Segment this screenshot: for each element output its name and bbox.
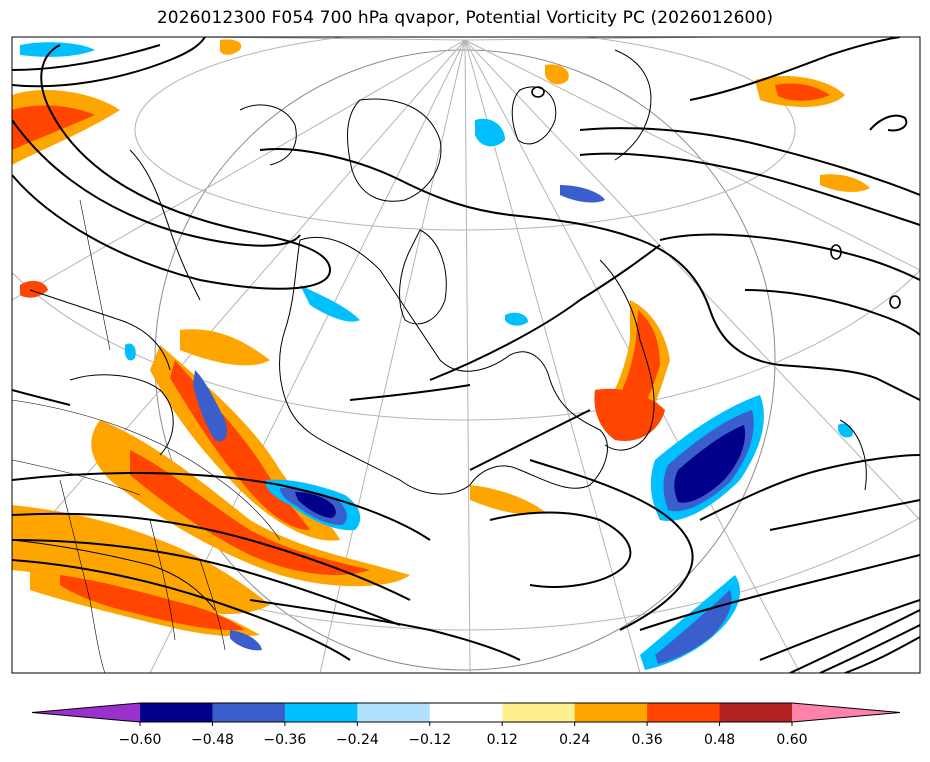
colorbar-bin <box>647 703 721 722</box>
colorbar-tick-label: −0.36 <box>263 732 306 748</box>
colorbar-bin <box>140 703 213 722</box>
colorbar-bin <box>574 703 648 722</box>
plot-title: 2026012300 F054 700 hPa qvapor, Potentia… <box>156 8 774 28</box>
contours <box>12 37 920 673</box>
colorbar-bin <box>429 703 503 722</box>
colorbar-tick-label: −0.24 <box>336 732 379 748</box>
colorbar-outline <box>31 702 901 723</box>
colorbar-bin <box>212 703 286 722</box>
colorbar-bin <box>719 703 793 722</box>
colorbar-tick-label: 0.36 <box>632 732 663 748</box>
map-frame <box>11 36 921 674</box>
colorbar-extend-low <box>32 703 140 722</box>
colorbar-bin <box>284 703 358 722</box>
map-panel <box>11 36 921 674</box>
colorbar-tick-label: 0.60 <box>776 732 807 748</box>
colorbar-tick-label: 0.48 <box>704 732 735 748</box>
coastlines <box>12 49 867 611</box>
colorbar-extend-high <box>792 703 900 722</box>
colorbar-tick-label: 0.12 <box>487 732 518 748</box>
colorbar-bin <box>502 703 576 722</box>
colorbar-tick-label: −0.48 <box>191 732 234 748</box>
contour-small-loops <box>531 86 901 309</box>
colorbar-tick-label: −0.60 <box>119 732 162 748</box>
colorbar-tick-label: 0.24 <box>559 732 590 748</box>
colorbar-bin <box>357 703 431 722</box>
colorbar-tick-label: −0.12 <box>408 732 451 748</box>
political-boundaries <box>12 199 281 673</box>
